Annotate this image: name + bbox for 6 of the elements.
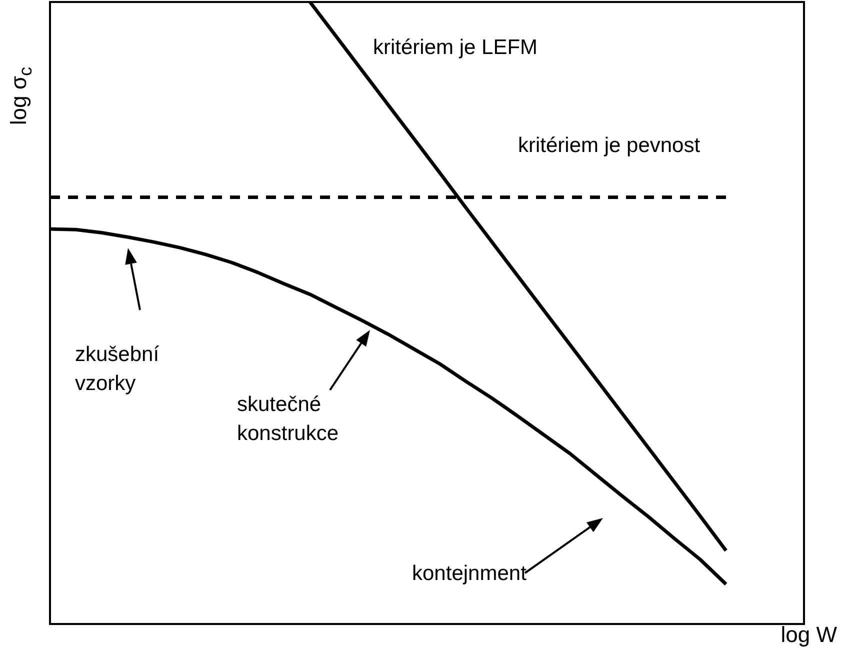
annotation: kritériem je LEFM [373,35,538,61]
annotation: zkušební vzorky [75,342,160,397]
annotation: kritériem je pevnost [518,133,700,159]
annotation: skutečné konstrukce [237,392,340,447]
x-axis-title: log W [780,622,837,648]
annotation: kontejnment [412,561,526,587]
